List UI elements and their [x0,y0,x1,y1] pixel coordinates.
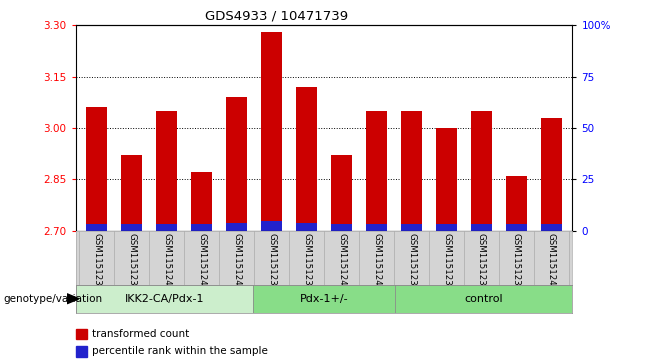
Bar [226,97,247,231]
Text: GSM1151242: GSM1151242 [372,233,381,291]
Bar [86,107,107,231]
Bar [401,111,422,231]
Text: GSM1151233: GSM1151233 [92,233,101,291]
Text: transformed count: transformed count [91,329,189,339]
Bar [296,223,317,231]
Bar [76,285,253,313]
Text: GSM1151241: GSM1151241 [337,233,346,291]
Bar [261,32,282,231]
Bar [191,224,212,231]
Bar [226,223,247,231]
Text: GSM1151236: GSM1151236 [477,233,486,291]
Bar [541,224,562,231]
Bar [156,111,177,231]
Bar [121,224,142,231]
Text: GSM1151243: GSM1151243 [547,233,556,291]
Text: percentile rank within the sample: percentile rank within the sample [91,346,267,356]
Bar [366,111,387,231]
Bar [331,155,352,231]
Text: control: control [465,294,503,304]
Text: GSM1151240: GSM1151240 [162,233,171,291]
Bar [86,224,107,231]
Text: genotype/variation: genotype/variation [3,294,103,304]
Bar [366,224,387,231]
Text: GSM1151244: GSM1151244 [197,233,206,291]
Bar [395,285,572,313]
Text: GSM1151235: GSM1151235 [442,233,451,291]
Bar [436,128,457,231]
Text: GSM1151238: GSM1151238 [127,233,136,291]
Bar [541,118,562,231]
Bar [506,224,527,231]
Text: GSM1151245: GSM1151245 [232,233,241,291]
Text: GSM1151232: GSM1151232 [407,233,416,291]
Text: Pdx-1+/-: Pdx-1+/- [300,294,348,304]
Bar [471,111,492,231]
Polygon shape [67,294,79,304]
Text: GSM1151237: GSM1151237 [302,233,311,291]
Bar [296,87,317,231]
Text: GDS4933 / 10471739: GDS4933 / 10471739 [205,9,348,22]
Text: GSM1151239: GSM1151239 [512,233,521,291]
Bar [331,224,352,231]
Bar [253,285,395,313]
Bar [261,221,282,231]
Text: IKK2-CA/Pdx-1: IKK2-CA/Pdx-1 [124,294,204,304]
Bar [436,224,457,231]
Bar [401,224,422,231]
Bar [156,224,177,231]
Bar [471,224,492,231]
Text: GSM1151234: GSM1151234 [267,233,276,291]
Bar [191,172,212,231]
Bar [506,176,527,231]
Bar [121,155,142,231]
Bar [76,329,87,339]
Bar [76,346,87,356]
